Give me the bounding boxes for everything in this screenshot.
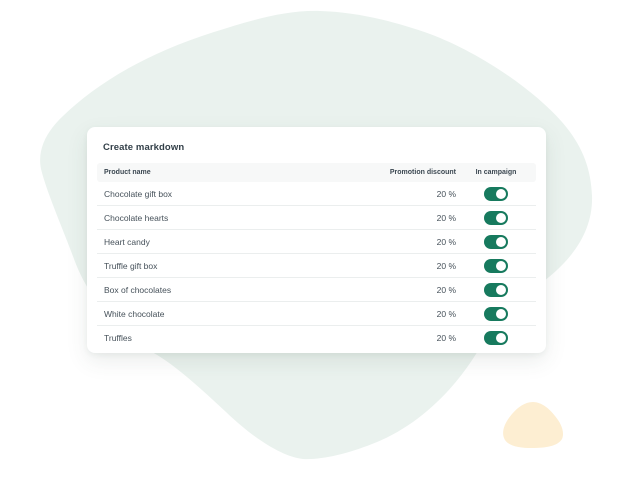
product-name-cell: Heart candy: [104, 236, 150, 247]
toggle-knob-icon: [496, 236, 506, 247]
create-markdown-card: Create markdown Product name Promotion d…: [87, 127, 546, 353]
toggle-knob-icon: [496, 284, 506, 295]
table-row: Chocolate gift box 20 %: [97, 182, 536, 206]
table-row: Truffles 20 %: [97, 326, 536, 349]
in-campaign-cell: [456, 234, 536, 249]
promotion-discount-cell: 20 %: [436, 236, 456, 247]
promotion-discount-cell: 20 %: [436, 284, 456, 295]
promotion-discount-cell: 20 %: [436, 188, 456, 199]
toggle-knob-icon: [496, 308, 506, 319]
in-campaign-cell: [456, 186, 536, 201]
in-campaign-toggle[interactable]: [484, 330, 508, 345]
card-title: Create markdown: [103, 142, 185, 153]
in-campaign-toggle[interactable]: [484, 210, 508, 225]
in-campaign-cell: [456, 306, 536, 321]
toggle-knob-icon: [496, 212, 506, 223]
promotion-discount-cell: 20 %: [436, 212, 456, 223]
table-row: Chocolate hearts 20 %: [97, 206, 536, 230]
product-name-cell: Box of chocolates: [104, 284, 172, 295]
in-campaign-cell: [456, 210, 536, 225]
in-campaign-toggle[interactable]: [484, 234, 508, 249]
in-campaign-cell: [456, 282, 536, 297]
column-header-product-name: Product name: [104, 169, 151, 176]
product-name-cell: Truffle gift box: [104, 260, 158, 271]
in-campaign-toggle[interactable]: [484, 306, 508, 321]
toggle-knob-icon: [496, 260, 506, 271]
promotion-discount-cell: 20 %: [436, 308, 456, 319]
toggle-knob-icon: [496, 332, 506, 343]
table-row: Truffle gift box 20 %: [97, 254, 536, 278]
in-campaign-toggle[interactable]: [484, 186, 508, 201]
in-campaign-toggle[interactable]: [484, 282, 508, 297]
table-body: Chocolate gift box 20 % Chocolate hearts…: [97, 182, 536, 349]
toggle-knob-icon: [496, 188, 506, 199]
table-row: Box of chocolates 20 %: [97, 278, 536, 302]
table-row: Heart candy 20 %: [97, 230, 536, 254]
markdown-table: Product name Promotion discount In campa…: [97, 163, 536, 349]
column-header-in-campaign: In campaign: [475, 169, 517, 176]
in-campaign-cell: [456, 330, 536, 345]
in-campaign-cell: [456, 258, 536, 273]
in-campaign-toggle[interactable]: [484, 258, 508, 273]
table-row: White chocolate 20 %: [97, 302, 536, 326]
promotion-discount-cell: 20 %: [436, 332, 456, 343]
product-name-cell: White chocolate: [104, 308, 165, 319]
product-name-cell: Truffles: [104, 332, 132, 343]
product-name-cell: Chocolate hearts: [104, 212, 169, 223]
column-header-promotion-discount: Promotion discount: [389, 169, 456, 176]
cream-blob-shape: [503, 402, 564, 448]
table-header-row: Product name Promotion discount In campa…: [97, 163, 536, 182]
product-name-cell: Chocolate gift box: [104, 188, 173, 199]
promotion-discount-cell: 20 %: [436, 260, 456, 271]
